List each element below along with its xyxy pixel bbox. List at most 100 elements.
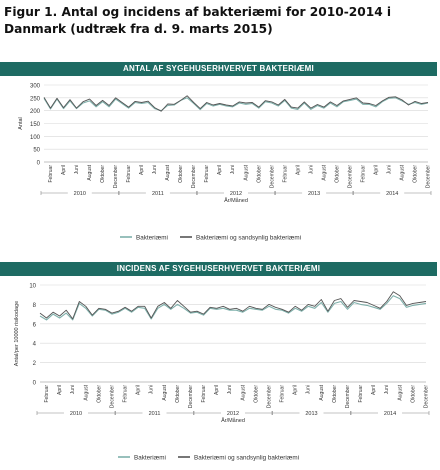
y-tick-label: 6 — [33, 322, 37, 328]
chart-panel-antal: ANTAL AF SYGEHUSERHVERVET BAKTERIÆMI 0 50… — [0, 62, 440, 252]
y-tick-label: 4 — [33, 342, 37, 348]
x-tick-label: April — [139, 165, 145, 175]
y-axis-label: Antal/per 10000 risikodage — [14, 301, 20, 366]
x-tick-label: Oktober — [412, 165, 418, 183]
x-tick-label: April — [371, 385, 377, 395]
x-tick-label: December — [109, 385, 115, 408]
year-label: 2014 — [384, 411, 396, 417]
series-line-sandsynlig — [39, 291, 427, 320]
x-tick-label: Oktober — [256, 165, 262, 183]
y-axis-label: Antal — [18, 117, 24, 130]
x-tick-label: Februar — [360, 165, 366, 183]
series-line-sandsynlig — [43, 95, 429, 112]
x-tick-label: Juni — [70, 385, 76, 394]
x-tick-label: December — [188, 385, 194, 408]
x-tick-label: Februar — [126, 165, 132, 183]
x-tick-label: Juni — [149, 385, 155, 394]
year-label: 2012 — [227, 411, 239, 417]
x-axis-label: År/Måned — [224, 197, 248, 204]
x-tick-label: Oktober — [175, 385, 181, 403]
x-tick-label: Juni — [386, 165, 392, 174]
legend-label: Bakteriæmi og sandsynlig bakteriæmi — [194, 455, 299, 462]
x-tick-label: Februar — [358, 385, 364, 403]
x-tick-label: April — [61, 165, 67, 175]
legend-label: Bakteriæmi — [134, 455, 166, 462]
x-tick-label: December — [269, 165, 275, 188]
x-tick-label: Juni — [227, 385, 233, 394]
chart-svg-incidens: 0 2 4 6 8 10 Antal/per 10000 risikodage Februar… — [14, 284, 430, 462]
x-tick-label: Februar — [280, 385, 286, 403]
year-label: 2013 — [305, 411, 317, 417]
y-tick-label: 0 — [37, 161, 41, 167]
x-tick-label: Februar — [201, 385, 207, 403]
legend-label: Bakteriæmi — [136, 235, 168, 242]
x-tick-label: December — [113, 165, 119, 188]
x-tick-label: December — [347, 165, 353, 188]
y-tick-label: 200 — [30, 109, 41, 115]
x-axis-label: År/Måned — [221, 417, 245, 424]
x-tick-label: Februar — [44, 385, 50, 403]
year-label: 2011 — [152, 191, 164, 197]
x-tick-label: August — [87, 164, 93, 180]
x-tick-label: August — [321, 164, 327, 180]
x-tick-label: Oktober — [410, 385, 416, 403]
y-tick-label: 250 — [30, 96, 41, 102]
x-tick-label: Februar — [204, 165, 210, 183]
legend-label: Bakteriæmi og sandsynlig bakteriæmi — [196, 235, 301, 242]
x-tick-label: April — [373, 165, 379, 175]
y-tick-label: 100 — [30, 135, 41, 141]
x-tick-label: Oktober — [96, 385, 102, 403]
y-tick-label: 50 — [33, 148, 40, 154]
series-line-bakteriaemi — [39, 295, 427, 321]
chart-svg-antal: 0 50 100 150 200 250 300 Antal Februar April Juni A… — [18, 84, 432, 242]
x-tick-label: August — [83, 384, 89, 400]
x-tick-label: Juni — [306, 385, 312, 394]
x-tick-label: December — [424, 385, 430, 408]
year-label: 2010 — [74, 191, 86, 197]
y-tick-label: 300 — [30, 84, 41, 90]
year-label: 2012 — [230, 191, 242, 197]
x-tick-label: Februar — [123, 385, 129, 403]
x-tick-label: Juni — [308, 165, 314, 174]
x-tick-label: August — [165, 164, 171, 180]
figure-title: Figur 1. Antal og incidens af bakteriæmi… — [4, 5, 392, 36]
x-tick-label: April — [57, 385, 63, 395]
x-tick-label: April — [217, 165, 223, 175]
y-tick-label: 2 — [33, 361, 37, 367]
x-tick-label: Juni — [152, 165, 158, 174]
x-tick-label: December — [426, 165, 432, 188]
x-tick-label: August — [399, 164, 405, 180]
x-tick-label: April — [293, 385, 299, 395]
x-tick-label: Oktober — [332, 385, 338, 403]
x-tick-label: August — [240, 384, 246, 400]
x-tick-label: Oktober — [178, 165, 184, 183]
x-tick-label: August — [243, 164, 249, 180]
y-tick-label: 10 — [29, 284, 36, 290]
x-tick-label: December — [266, 385, 272, 408]
y-tick-label: 8 — [33, 303, 37, 309]
x-tick-label: Juni — [384, 385, 390, 394]
chart-banner-antal: ANTAL AF SYGEHUSERHVERVET BAKTERIÆMI — [0, 62, 437, 76]
year-label: 2010 — [70, 411, 82, 417]
x-tick-label: Oktober — [334, 165, 340, 183]
y-tick-label: 150 — [30, 122, 41, 128]
x-tick-label: August — [397, 384, 403, 400]
x-tick-label: Oktober — [100, 165, 106, 183]
x-tick-label: December — [191, 165, 197, 188]
x-tick-label: Juni — [230, 165, 236, 174]
x-tick-label: April — [214, 385, 220, 395]
y-tick-label: 0 — [33, 381, 37, 387]
x-tick-label: Juni — [74, 165, 80, 174]
x-tick-label: August — [162, 384, 168, 400]
x-tick-label: August — [319, 384, 325, 400]
chart-panel-incidens: INCIDENS AF SYGEHUSERHVERVET BAKTERIÆMI … — [0, 262, 440, 470]
year-label: 2011 — [149, 411, 161, 417]
year-label: 2013 — [308, 191, 320, 197]
x-tick-label: April — [295, 165, 301, 175]
chart-banner-incidens: INCIDENS AF SYGEHUSERHVERVET BAKTERIÆMI — [0, 262, 437, 276]
x-tick-label: Februar — [48, 165, 54, 183]
x-tick-label: December — [345, 385, 351, 408]
x-tick-label: Oktober — [253, 385, 259, 403]
series-line-bakteriaemi — [43, 97, 429, 112]
year-label: 2014 — [386, 191, 398, 197]
